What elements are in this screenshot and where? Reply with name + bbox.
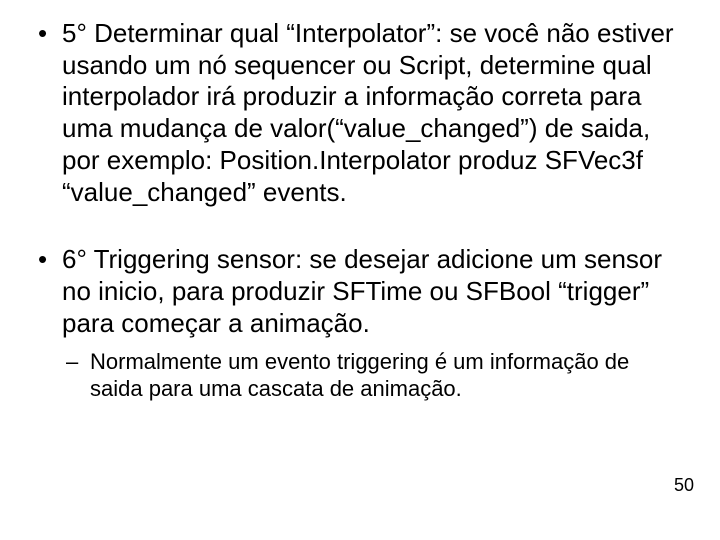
bullet-text: 6° Triggering sensor: se desejar adicion… [62, 244, 662, 337]
sub-bullet-list: Normalmente um evento triggering é um in… [62, 349, 686, 403]
slide: 5° Determinar qual “Interpolator”: se vo… [0, 0, 720, 540]
list-item: 6° Triggering sensor: se desejar adicion… [34, 244, 686, 403]
bullet-list: 5° Determinar qual “Interpolator”: se vo… [34, 18, 686, 403]
page-number: 50 [674, 475, 694, 496]
bullet-text: 5° Determinar qual “Interpolator”: se vo… [62, 18, 674, 207]
list-item: 5° Determinar qual “Interpolator”: se vo… [34, 18, 686, 208]
sub-bullet-text: Normalmente um evento triggering é um in… [90, 349, 629, 401]
list-item: Normalmente um evento triggering é um in… [62, 349, 686, 403]
